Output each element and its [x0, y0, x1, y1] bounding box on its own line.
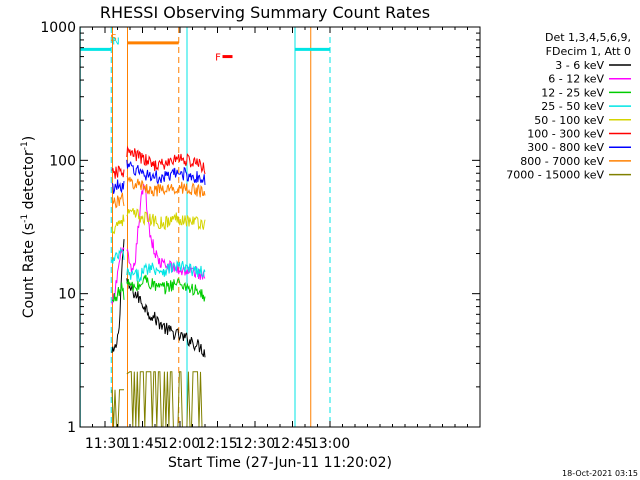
series-25-50-kev	[111, 247, 206, 282]
series-segment-0-0	[111, 239, 125, 353]
flag-marker-s: S	[110, 33, 116, 44]
legend-label: 12 - 25 keV	[541, 86, 604, 99]
legend-label: 3 - 6 keV	[555, 59, 604, 72]
legend-label: 50 - 100 keV	[534, 114, 604, 127]
series-segment-2-1	[126, 274, 206, 302]
y-axis-label-sup1: -1	[20, 214, 30, 223]
flag-marker-n: N	[112, 37, 119, 48]
plot-frame	[79, 26, 481, 428]
y-axis-label-mid: detector	[21, 150, 37, 214]
series-segment-8-1	[126, 371, 205, 427]
legend-header-line-1: Det 1,3,4,5,6,9,	[545, 31, 631, 44]
x-tick-label: 12:15	[197, 436, 237, 452]
footer-timestamp: 18-Oct-2021 03:15	[562, 469, 638, 478]
x-tick-label: 11:45	[122, 436, 162, 452]
y-tick-label: 1	[67, 420, 76, 436]
series-300-800-kev	[111, 159, 206, 194]
series-segment-6-1	[126, 159, 206, 185]
series-segment-6-0	[111, 179, 125, 194]
legend-label: 7000 - 15000 keV	[506, 169, 604, 182]
legend-label: 6 - 12 keV	[548, 73, 604, 86]
y-tick-label: 1000	[40, 20, 76, 36]
series-lines	[111, 145, 206, 427]
series-segment-2-0	[111, 282, 125, 303]
series-segment-4-0	[111, 214, 125, 235]
legend-label: 300 - 800 keV	[527, 141, 604, 154]
y-axis-label-end: )	[21, 136, 37, 141]
legend-label: 100 - 300 keV	[527, 128, 604, 141]
series-segment-7-0	[111, 192, 125, 209]
x-tick-label: 12:30	[235, 436, 275, 452]
series-segment-1-1	[126, 183, 206, 280]
series-segment-7-1	[126, 175, 206, 198]
y-axis-label-main: Count Rate (s	[21, 223, 37, 318]
y-tick-label: 100	[49, 153, 76, 169]
series-800-7000-kev	[111, 175, 206, 209]
legend-header-line-2: FDecim 1, Att 0	[546, 45, 631, 58]
series-100-300-kev	[111, 145, 206, 179]
series-segment-5-1	[126, 145, 206, 175]
series-segment-8-0	[111, 389, 124, 427]
series-50-100-kev	[111, 208, 206, 235]
y-tick-label: 10	[58, 287, 76, 303]
x-axis-label: Start Time (27-Jun-11 11:20:02)	[168, 455, 392, 471]
y-axis-ticks: 1 10 100 1000	[40, 20, 480, 436]
flag-markers: SN F	[110, 33, 221, 63]
series-segment-0-1	[126, 278, 206, 358]
legend-label: 800 - 7000 keV	[520, 155, 604, 168]
y-axis-label: Count Rate (s-1 detector-1)	[20, 136, 37, 318]
vertical-lines	[79, 27, 331, 427]
series-6-12-kev	[111, 183, 206, 305]
x-tick-label: 12:45	[272, 436, 312, 452]
legend: Det 1,3,4,5,6,9, FDecim 1, Att 0 3 - 6 k…	[506, 31, 631, 182]
series-3-6-kev	[111, 239, 206, 358]
y-axis-label-sup2: -1	[20, 141, 30, 150]
status-flags	[80, 41, 330, 59]
series-segment-3-1	[126, 259, 206, 282]
series-12-25-kev	[111, 274, 206, 303]
series-segment-4-1	[126, 208, 206, 231]
chart-title: RHESSI Observing Summary Count Rates	[100, 3, 430, 22]
series-7000-15000-kev	[111, 371, 205, 427]
series-segment-5-0	[111, 165, 125, 179]
x-tick-label: 11:30	[85, 436, 125, 452]
series-segment-3-0	[111, 247, 125, 264]
x-tick-label: 13:00	[310, 436, 350, 452]
x-tick-label: 12:00	[160, 436, 200, 452]
legend-label: 25 - 50 keV	[541, 100, 604, 113]
flag-marker-f: F	[215, 53, 221, 64]
